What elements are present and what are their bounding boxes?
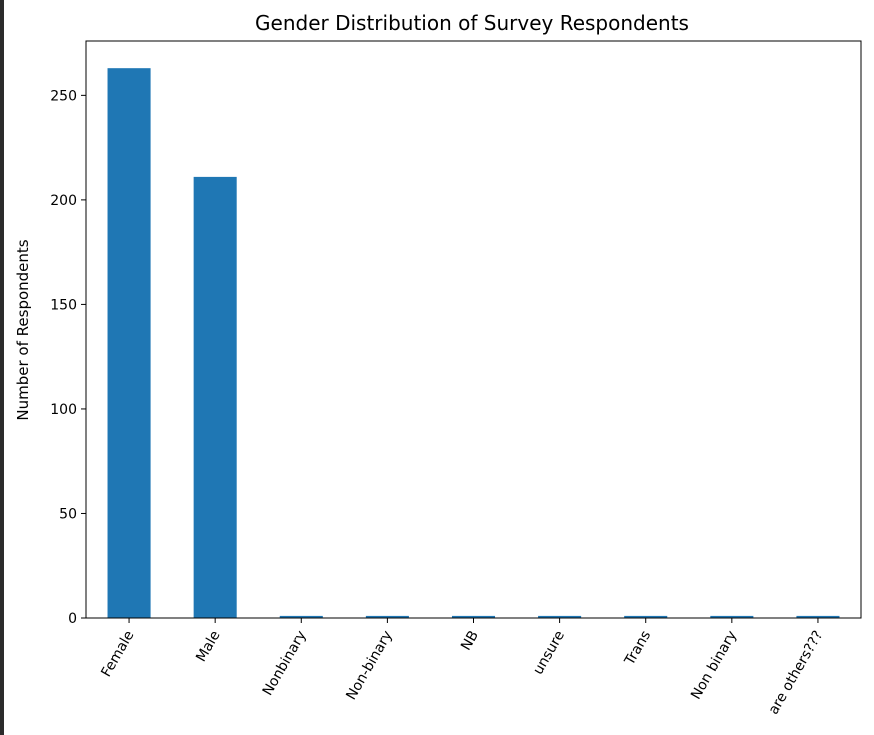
y-tick-label: 100 — [50, 402, 77, 418]
bar-unsure — [538, 615, 582, 618]
chart-title: Gender Distribution of Survey Respondent… — [255, 11, 689, 35]
bar-nb — [451, 615, 496, 618]
y-tick-label: 200 — [50, 193, 77, 209]
x-tick-label: Non binary — [688, 628, 740, 702]
x-tick-label: Male — [193, 628, 223, 665]
plot-area: 0 50 100 150 200 250 Female Male Nonbinary Non-bi… — [50, 40, 862, 717]
y-tick-label: 150 — [50, 297, 77, 313]
bar-are-others — [796, 615, 840, 618]
y-axis-label: Number of Respondents — [14, 239, 32, 420]
bar-male — [193, 176, 237, 618]
x-tick-label: Nonbinary — [260, 628, 310, 699]
x-tick-label: Non-binary — [343, 628, 395, 703]
y-tick-label: 50 — [59, 506, 77, 522]
x-tick-label: Trans — [621, 628, 654, 669]
x-tick-label: are others??? — [766, 628, 827, 717]
x-tick-label: unsure — [530, 628, 568, 678]
bar-female — [107, 68, 151, 619]
bar-nonbinary — [279, 615, 323, 618]
y-tick-label: 0 — [68, 611, 77, 627]
bar-non-binary — [710, 615, 754, 618]
x-tick-label: NB — [458, 628, 482, 653]
chart-figure: Gender Distribution of Survey Respondent… — [4, 0, 874, 735]
bar-non-binary — [365, 615, 409, 618]
y-tick-label: 250 — [50, 88, 77, 104]
bar-chart: Gender Distribution of Survey Respondent… — [14, 11, 862, 717]
x-tick-label: Female — [98, 628, 137, 680]
bar-trans — [624, 615, 668, 618]
